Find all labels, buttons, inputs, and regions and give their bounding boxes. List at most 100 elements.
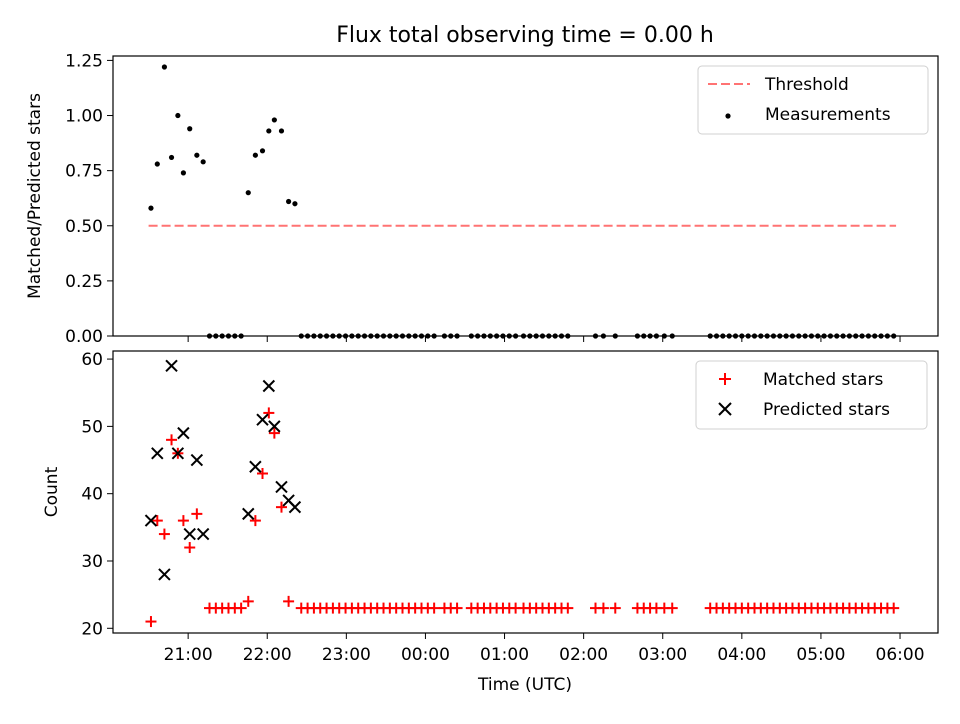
measurement-point [745,333,751,339]
measurement-point [834,333,840,339]
measurement-point [758,333,764,339]
top-ytick-label: 0.00 [65,327,103,347]
predicted-point [275,480,288,494]
measurement-point [815,333,821,339]
measurement-point [878,333,884,339]
measurement-point [187,126,193,132]
measurement-point [558,333,565,339]
measurement-point [796,333,802,339]
measurement-point [180,170,186,176]
measurement-point [661,333,667,339]
matched-point [609,602,621,614]
matched-point [191,508,203,520]
measurement-point [884,333,890,339]
measurement-point [206,333,213,339]
top-ytick-label: 1.00 [65,107,103,127]
matched-point [235,602,247,614]
measurement-point [506,333,512,339]
measurement-point [802,333,808,339]
bottom-ylabel: Count [42,466,62,517]
measurement-point [669,333,675,339]
measurement-point [821,333,827,339]
measurement-point [194,152,200,158]
legend-measurements-label: Measurements [765,105,891,125]
matched-point [451,602,463,614]
measurement-point [720,333,726,339]
predicted-point-b [190,453,204,467]
measurement-point [808,333,815,339]
measurement-point [317,333,323,339]
measurement-point [148,205,154,211]
measurement-point [342,333,349,339]
predicted-point-b [275,480,288,494]
measurement-point [361,333,368,339]
predicted-point [171,447,185,460]
matched-point [158,528,170,540]
matched-point [275,501,287,513]
measurement-point [865,333,871,339]
measurement-point [527,333,533,339]
measurement-point [827,333,834,339]
measurement-point [418,333,425,339]
measurement-point [425,333,431,339]
bottom-ytick-label: 30 [81,552,103,572]
predicted-point [256,413,269,426]
measurement-point [368,333,374,339]
bottom-ytick-label: 20 [81,619,103,639]
bottom-xlabel: Time (UTC) [477,675,572,695]
bottom-xtick-label: 03:00 [638,645,687,665]
measurement-point [612,333,618,339]
measurement-point [168,154,175,161]
bottom-xtick-label: 22:00 [243,645,292,665]
predicted-point [262,379,276,393]
predicted-point [165,359,178,373]
top-ytick-label: 0.75 [65,162,103,182]
bottom-legend: Matched stars Predicted stars [695,360,928,430]
measurement-point [355,333,361,339]
matched-point [666,602,678,614]
measurement-point [713,333,720,339]
measurement-point [225,333,232,339]
predicted-point [177,426,190,440]
legend-matched-label: Matched stars [763,370,883,390]
measurement-point [304,333,311,339]
legend-predicted-marker [718,402,732,416]
predicted-point-b [256,413,269,426]
top-legend: Threshold Measurements [697,65,929,135]
matched-point [268,427,280,439]
measurement-point [219,333,225,339]
measurement-point [232,333,238,339]
predicted-point-b [158,568,171,581]
measurement-point [154,161,160,167]
bottom-ytick-label: 60 [81,350,103,370]
legend-threshold-label: Threshold [764,75,849,95]
measurement-point [292,201,298,207]
top-subplot: 0.00 0.25 0.50 0.75 1.00 1.25 Matched/Predict… [25,51,939,347]
predicted-point-b [151,447,164,460]
predicted-point-b [268,420,281,433]
predicted-point [158,568,171,581]
measurement-point [200,159,206,165]
matched-point [256,467,268,479]
measurement-point [374,333,380,339]
top-ytick-label: 0.25 [65,272,103,292]
predicted-point [151,447,164,460]
legend-matched-marker [719,373,731,385]
measurement-point [399,333,406,339]
measurement-point [441,333,448,339]
bottom-axes-frame [112,350,939,634]
matched-point [283,595,295,607]
matched-point [562,602,574,614]
measurement-point [634,333,641,339]
bottom-ytick-label: 40 [81,485,103,505]
predicted-point [183,527,196,541]
measurement-point [770,333,777,339]
measurement-point [853,333,859,339]
predicted-point-b [262,379,276,393]
measurement-point [846,333,853,339]
measurement-point [520,333,527,339]
measurement-point [323,333,330,339]
measurement-point [285,198,292,205]
measurement-point [732,333,739,339]
